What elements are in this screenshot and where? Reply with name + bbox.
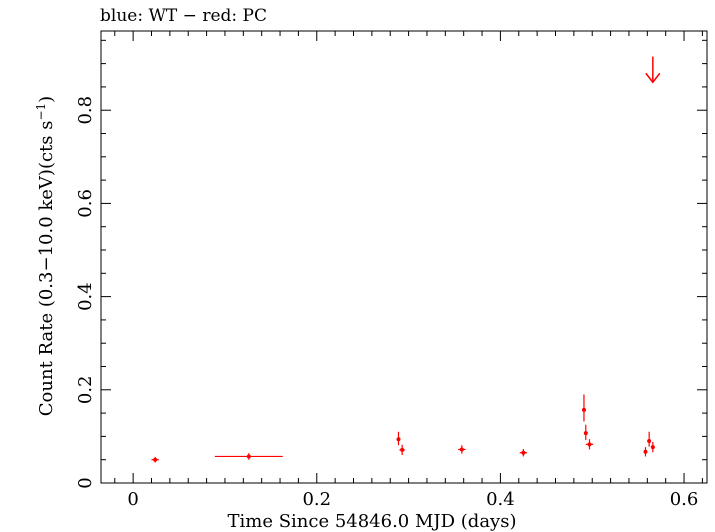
x-tick-label: 0.4 (486, 489, 515, 510)
data-point (581, 394, 586, 422)
y-axis-label: Count Rate (0.3−10.0 keV)(cts s−1) (34, 96, 57, 416)
x-tick-label: 0 (127, 489, 138, 510)
point-marker (246, 454, 251, 459)
plot-frame (100, 30, 708, 484)
data-point (396, 431, 401, 446)
data-point (647, 431, 652, 447)
data-point (650, 441, 655, 453)
data-points (151, 394, 655, 463)
point-marker (647, 439, 652, 444)
y-tick-label: 0.2 (75, 375, 96, 404)
y-tick-label: 0 (75, 477, 96, 488)
x-tick-label: 0.2 (302, 489, 331, 510)
data-point (214, 453, 283, 460)
point-marker (581, 407, 586, 412)
y-axis-label-main: Count Rate (0.3−10.0 keV)(cts s (36, 121, 57, 417)
upper-limits (645, 56, 661, 84)
point-marker (521, 450, 526, 455)
upper-limit-arrow (645, 56, 661, 84)
x-axis-ticks: 0 0.2 0.4 0.6 (114, 31, 703, 510)
data-point (643, 447, 648, 457)
point-marker (643, 449, 648, 454)
point-marker (400, 447, 405, 452)
y-axis-ticks: 0 0.2 0.4 0.6 0.8 (75, 39, 707, 489)
point-marker (583, 431, 588, 436)
data-point (399, 444, 405, 456)
x-tick-label: 0.6 (670, 489, 699, 510)
y-axis-label-sup: −1 (34, 103, 48, 121)
data-point (585, 439, 594, 450)
data-point (519, 448, 528, 457)
y-tick-label: 0.6 (75, 189, 96, 218)
point-marker (459, 447, 464, 452)
arrow-head (645, 72, 661, 84)
y-tick-label: 0.4 (75, 282, 96, 311)
y-axis-label-end: ) (36, 96, 57, 103)
x-axis-label: Time Since 54846.0 MJD (days) (227, 511, 516, 532)
data-point (151, 456, 159, 463)
data-point (583, 424, 588, 441)
point-marker (587, 442, 592, 447)
point-marker (153, 457, 158, 462)
point-marker (396, 437, 401, 442)
y-tick-label: 0.8 (75, 96, 96, 125)
data-point (458, 445, 466, 454)
chart-title: blue: WT − red: PC (100, 6, 267, 26)
point-marker (650, 445, 655, 450)
